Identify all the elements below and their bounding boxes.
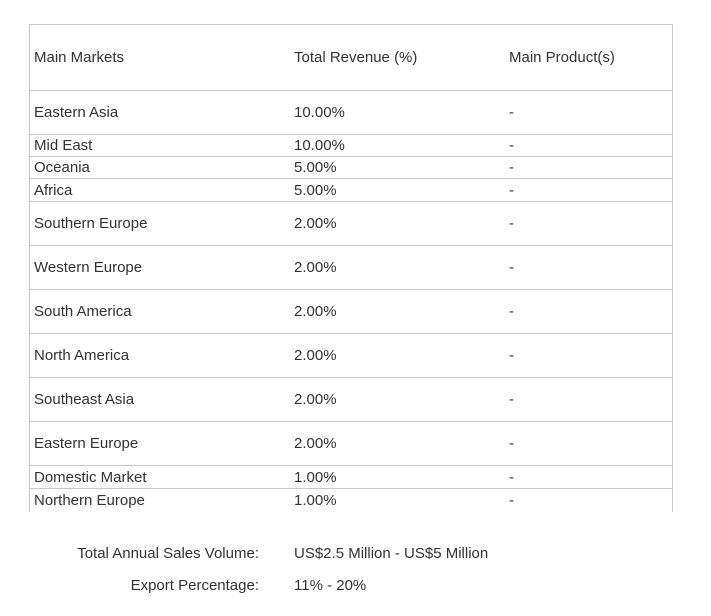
products-value: - (509, 468, 514, 486)
export-percentage-label: Export Percentage: (130, 577, 259, 594)
products-value: - (509, 303, 514, 320)
table-row: Africa 5.00% - (30, 179, 672, 202)
table-row: Southern Europe 2.00% - (30, 202, 672, 246)
market-name: Western Europe (34, 259, 143, 276)
products-value: - (509, 259, 514, 276)
table-row: Eastern Asia 10.00% - (30, 91, 672, 135)
export-percentage-value: 11% - 20% (294, 577, 367, 594)
revenue-value: 1.00% (294, 468, 337, 486)
table-row: Northern Europe 1.00% - (30, 489, 672, 511)
market-name: Oceania (34, 159, 90, 176)
revenue-value: 2.00% (294, 391, 337, 408)
products-value: - (509, 137, 514, 154)
market-name: Eastern Asia (34, 104, 119, 121)
revenue-value: 2.00% (294, 259, 337, 276)
table-row: Mid East 10.00% - (30, 135, 672, 157)
table-row: Domestic Market 1.00% - (30, 466, 672, 489)
products-value: - (509, 215, 514, 232)
products-value: - (509, 181, 514, 199)
products-value: - (509, 435, 514, 452)
table-row: South America 2.00% - (30, 290, 672, 334)
sales-volume-value: US$2.5 Million - US$5 Million (294, 545, 489, 562)
revenue-value: 2.00% (294, 435, 337, 452)
market-name: Southeast Asia (34, 391, 135, 408)
export-percentage-row: Export Percentage: 11% - 20% (0, 577, 711, 597)
table-row: Oceania 5.00% - (30, 157, 672, 179)
table-header-row: Main Markets Total Revenue (%) Main Prod… (30, 25, 672, 91)
market-name: South America (34, 303, 132, 320)
header-main-products: Main Product(s) (509, 49, 615, 66)
products-value: - (509, 491, 514, 509)
table-row: Eastern Europe 2.00% - (30, 422, 672, 466)
main-markets-table: Main Markets Total Revenue (%) Main Prod… (29, 24, 673, 512)
market-name: Domestic Market (34, 468, 147, 486)
products-value: - (509, 104, 514, 121)
market-name: Northern Europe (34, 491, 145, 509)
table-row: North America 2.00% - (30, 334, 672, 378)
market-name: Mid East (34, 137, 93, 154)
revenue-value: 2.00% (294, 215, 337, 232)
revenue-value: 5.00% (294, 181, 337, 199)
revenue-value: 1.00% (294, 491, 337, 509)
sales-volume-label: Total Annual Sales Volume: (77, 545, 259, 562)
products-value: - (509, 391, 514, 408)
table-row: Western Europe 2.00% - (30, 246, 672, 290)
revenue-value: 2.00% (294, 347, 337, 364)
header-total-revenue: Total Revenue (%) (294, 49, 418, 66)
revenue-value: 10.00% (294, 137, 345, 154)
table-row: Southeast Asia 2.00% - (30, 378, 672, 422)
products-value: - (509, 347, 514, 364)
revenue-value: 5.00% (294, 159, 337, 176)
revenue-value: 2.00% (294, 303, 337, 320)
market-name: Southern Europe (34, 215, 148, 232)
sales-volume-row: Total Annual Sales Volume: US$2.5 Millio… (0, 545, 711, 565)
revenue-value: 10.00% (294, 104, 345, 121)
products-value: - (509, 159, 514, 176)
market-name: Eastern Europe (34, 435, 139, 452)
header-main-markets: Main Markets (34, 49, 125, 66)
market-name: North America (34, 347, 130, 364)
market-name: Africa (34, 181, 73, 199)
